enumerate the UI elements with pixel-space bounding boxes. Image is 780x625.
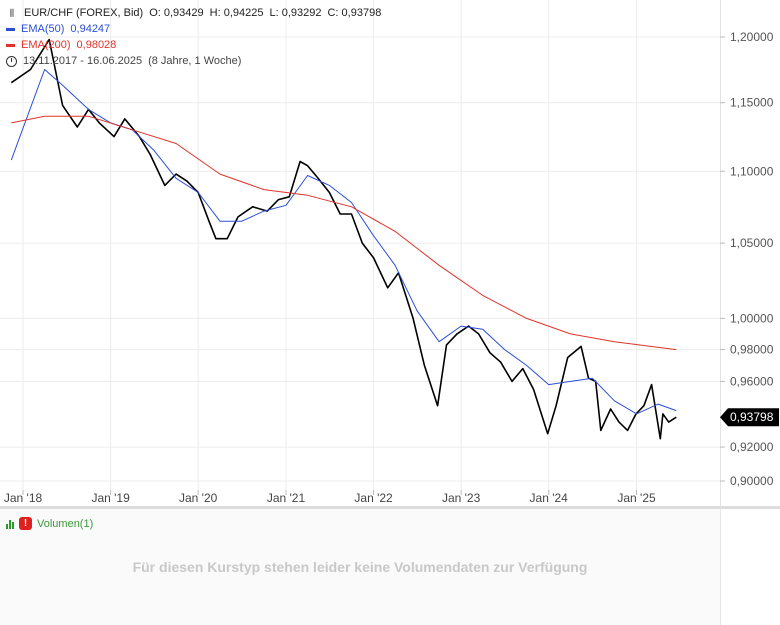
last-price-label: 0,93798 [730, 410, 774, 424]
y-tick-label: 1,00000 [730, 311, 774, 325]
clock-icon [6, 55, 17, 67]
ohlc-row: ⫼ EUR/CHF (FOREX, Bid) O: 0,93429 H: 0,9… [6, 5, 381, 21]
instrument-name: EUR/CHF (FOREX, Bid) [24, 7, 144, 19]
plot-area [10, 38, 677, 440]
low-value: 0,93292 [281, 7, 322, 19]
x-tick-label: Jan '22 [354, 491, 393, 505]
y-tick-label: 0,96000 [730, 374, 774, 388]
x-tick-label: Jan '25 [617, 491, 656, 505]
close-label: C: [327, 7, 339, 19]
price-line [10, 38, 677, 440]
x-tick-label: Jan '21 [267, 491, 306, 505]
ema50-legend[interactable]: EMA(50) 0,94247 [6, 21, 381, 37]
ohlc-bars-icon: ⫼ [9, 8, 15, 18]
high-label: H: [209, 7, 221, 19]
x-axis: Jan '18 Jan '19 Jan '20 Jan '21 Jan '22 Jan '… [4, 490, 656, 505]
high-value: 0,94225 [223, 7, 264, 19]
ema200-value: 0,98028 [76, 39, 117, 51]
ema50-label: EMA(50) [21, 23, 65, 35]
ema200-legend[interactable]: EMA(200) 0,98028 [6, 37, 381, 53]
ema50-value: 0,94247 [70, 23, 111, 35]
y-tick-label: 1,10000 [730, 164, 774, 178]
date-range: 13.11.2017 - 16.06.2025 [23, 55, 143, 67]
warning-icon[interactable]: ! [19, 517, 32, 530]
last-price-tag [720, 408, 779, 427]
y-tick-label: 1,15000 [730, 96, 774, 110]
y-tick-label: 1,05000 [730, 236, 774, 250]
y-tick-label: 1,20000 [730, 30, 774, 44]
x-tick-label: Jan '19 [91, 491, 130, 505]
open-label: O: [149, 7, 161, 19]
no-volume-message: Für diesen Kurstyp stehen leider keine V… [132, 559, 588, 575]
y-tick-label: 0,98000 [730, 343, 774, 357]
open-value: 0,93429 [163, 7, 204, 19]
pane-divider[interactable] [0, 506, 780, 509]
chart-legend: ⫼ EUR/CHF (FOREX, Bid) O: 0,93429 H: 0,9… [6, 5, 381, 69]
ema200-swatch [6, 43, 15, 47]
close-value: 0,93798 [341, 7, 382, 19]
duration: (8 Jahre, 1 Woche) [148, 55, 242, 67]
grid [0, 0, 721, 506]
volume-legend: ! Volumen(1) [6, 517, 93, 530]
ema50-swatch [6, 27, 15, 31]
volume-label: Volumen(1) [37, 517, 94, 530]
ema200-label: EMA(200) [21, 39, 71, 51]
volume-bars-icon [6, 519, 14, 529]
price-chart[interactable]: 1,20000 1,15000 1,10000 1,05000 1,00000 0,980… [0, 0, 780, 507]
date-range-row: 13.11.2017 - 16.06.2025 (8 Jahre, 1 Woch… [6, 53, 381, 69]
y-tick-label: 0,92000 [730, 440, 774, 454]
x-tick-label: Jan '20 [179, 491, 218, 505]
low-label: L: [269, 7, 279, 19]
y-axis: 1,20000 1,15000 1,10000 1,05000 1,00000 0,980… [720, 30, 779, 488]
x-tick-label: Jan '23 [442, 491, 481, 505]
ema200-line [11, 115, 677, 351]
y-tick-label: 0,90000 [730, 474, 774, 488]
x-tick-label: Jan '18 [4, 491, 43, 505]
x-tick-label: Jan '24 [530, 491, 569, 505]
volume-pane: ! Volumen(1) Für diesen Kurstyp stehen l… [0, 509, 721, 625]
